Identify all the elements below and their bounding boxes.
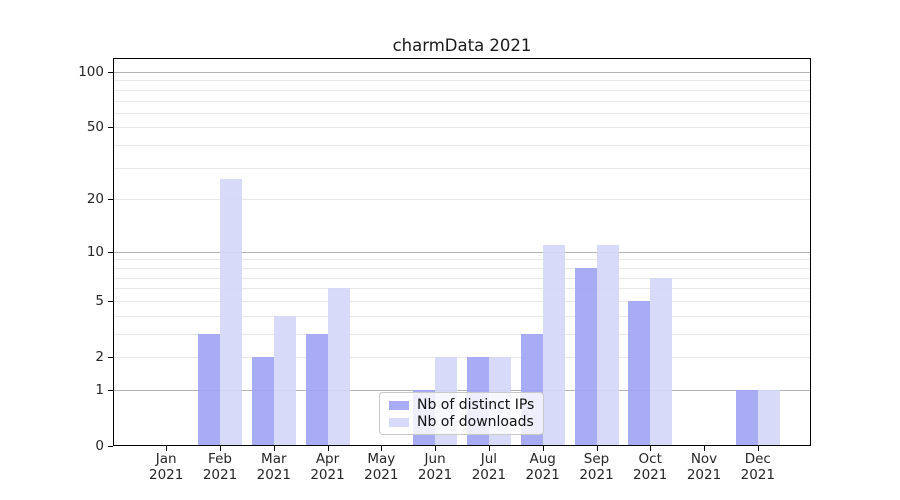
x-tick-mark [327,446,329,451]
x-tick-mark [542,446,544,451]
x-tick-label: Jun 2021 [417,451,453,483]
x-tick-mark [704,446,705,451]
x-tick-label: Apr 2021 [310,451,345,483]
gridline-minor [113,100,811,102]
y-tick-mark [108,357,113,358]
x-tick-label: Mar 2021 [256,451,291,483]
gridline-major [113,72,811,73]
gridline-minor [113,333,811,335]
gridline-major [113,389,811,391]
gridlines-layer [113,58,811,446]
gridline-minor [113,315,811,317]
gridline-major [113,251,811,253]
gridline-minor [113,145,811,146]
x-tick-mark [488,446,490,451]
bar [628,300,651,446]
gridline-minor [113,199,811,201]
x-tick-mark [435,446,437,451]
x-tick-mark [220,446,221,451]
legend-row: Nb of downloads [389,415,534,429]
bars-layer [113,58,811,446]
gridline-minor [113,167,811,169]
gridline-minor [113,267,811,269]
x-tick-label: Sep 2021 [579,451,614,483]
y-tick-label: 5 [95,292,104,309]
x-tick-label: Aug 2021 [525,451,560,483]
legend: Nb of distinct IPs Nb of downloads [379,392,545,435]
x-tick-mark [650,446,652,451]
gridline-minor [113,288,811,290]
legend-swatch [389,417,409,427]
x-tick-mark [596,446,598,451]
bar [574,267,597,446]
y-tick-label: 0 [95,438,104,454]
bar [198,333,220,446]
y-tick-mark [108,389,113,391]
bar [327,288,350,446]
gridline-minor [113,80,811,82]
bar [650,277,673,446]
x-tick-mark [757,446,759,451]
gridline-minor [113,259,811,261]
bar [757,389,780,446]
bar [542,244,565,446]
legend-row: Nb of distinct IPs [389,398,534,412]
y-tick-label: 20 [86,191,104,208]
y-tick-mark [108,199,113,201]
y-tick-mark [108,446,113,447]
legend-label: Nb of distinct IPs [417,397,535,413]
x-tick-mark [273,446,275,451]
x-tick-label: Jan 2021 [149,451,184,483]
bar [596,244,619,446]
y-tick-label: 1 [95,381,104,398]
y-tick-mark [108,300,113,302]
x-tick-label: Dec 2021 [740,451,775,483]
chart-title: charmData 2021 [392,36,532,55]
y-tick-mark [108,251,113,253]
x-tick-label: May 2021 [364,451,399,483]
gridline-minor [113,89,811,91]
x-tick-label: Oct 2021 [633,451,668,483]
gridline-minor [113,127,811,129]
plot-area [113,58,811,446]
gridline-minor [113,357,811,358]
gridline-minor [113,112,811,114]
y-tick-label: 100 [78,64,104,80]
x-tick-mark [166,446,168,451]
legend-label: Nb of downloads [417,414,534,430]
x-tick-mark [381,446,383,451]
gridline-minor [113,277,811,279]
y-tick-label: 50 [86,119,104,136]
bar [220,178,242,446]
y-tick-label: 10 [86,243,104,260]
gridline-minor [113,300,811,302]
bar [305,333,328,446]
bar [273,315,296,446]
y-tick-mark [108,127,113,129]
y-tick-label: 2 [95,349,104,365]
bar [735,389,758,446]
bar [251,357,274,446]
x-tick-label: Jul 2021 [471,451,507,483]
x-tick-label: Feb 2021 [202,451,238,483]
y-tick-mark [108,72,113,73]
legend-swatch [389,400,409,410]
x-tick-label: Nov 2021 [686,451,722,483]
